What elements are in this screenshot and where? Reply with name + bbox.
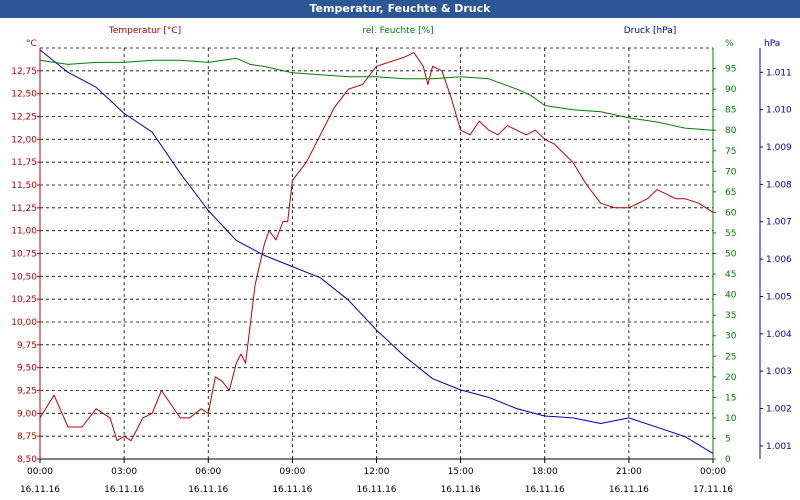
x-tick-label-date: 16.11.16 <box>188 485 228 495</box>
axis-labels: 00:00 16.11.16 03:00 16.11.16 06:00 16.11.16 0… <box>11 26 792 495</box>
humidity-line <box>39 57 714 131</box>
y-tick-label-hum: 5 <box>725 434 731 444</box>
pressure-line <box>39 49 714 454</box>
y-tick-label-temp: 11,75 <box>11 158 37 168</box>
grid <box>40 47 713 460</box>
x-tick-label-time: 21:00 <box>616 467 642 477</box>
y-tick-label-press: 1.007 <box>766 218 792 228</box>
y-tick-label-temp: 10,25 <box>11 295 37 305</box>
y-tick-label-temp: 8,75 <box>17 432 37 442</box>
y-tick-label-press: 1.009 <box>766 143 792 153</box>
y-tick-label-temp: 12,00 <box>11 135 37 145</box>
y-tick-label-temp: 10,50 <box>11 272 37 282</box>
x-tick-label-date: 16.11.16 <box>356 485 396 495</box>
y-tick-label-hum: 40 <box>725 291 737 301</box>
temperature-line <box>39 52 714 442</box>
y-tick-label-temp: 12,25 <box>11 113 37 123</box>
y-tick-label-hum: 20 <box>725 373 737 383</box>
x-tick-label-time: 03:00 <box>111 467 137 477</box>
y-tick-label-press: 1.011 <box>766 68 792 78</box>
x-tick-label-time: 06:00 <box>195 467 221 477</box>
y-tick-label-hum: 10 <box>725 414 737 424</box>
y-tick-label-hum: 75 <box>725 147 736 157</box>
x-tick-label-date: 16.11.16 <box>441 485 481 495</box>
series-lines <box>39 49 714 454</box>
y-tick-label-hum: 60 <box>725 208 737 218</box>
x-tick-label-time: 18:00 <box>532 467 558 477</box>
y-tick-label-hum: 25 <box>725 352 736 362</box>
y-tick-label-press: 1.010 <box>766 106 792 116</box>
x-tick-label-date: 16.11.16 <box>104 485 144 495</box>
series-header-press: Druck [hPa] <box>624 26 677 36</box>
unit-label-hum: % <box>725 39 734 49</box>
y-tick-label-hum: 55 <box>725 229 736 239</box>
chart-title: Temperatur, Feuchte & Druck <box>0 0 800 18</box>
y-tick-label-temp: 9,25 <box>17 387 37 397</box>
x-tick-label-time: 09:00 <box>279 467 305 477</box>
y-tick-label-temp: 12,75 <box>11 67 37 77</box>
y-tick-label-hum: 80 <box>725 126 737 136</box>
axes <box>37 48 763 463</box>
x-tick-label-date: 16.11.16 <box>609 485 649 495</box>
y-tick-label-temp: 11,25 <box>11 204 37 214</box>
y-tick-label-hum: 50 <box>725 250 737 260</box>
y-tick-label-hum: 15 <box>725 393 736 403</box>
chart-area: 00:00 16.11.16 03:00 16.11.16 06:00 16.11.16 0… <box>11 26 792 495</box>
x-tick-label-date: 17.11.16 <box>693 485 733 495</box>
x-tick-label-time: 00:00 <box>27 467 53 477</box>
y-tick-label-press: 1.004 <box>766 330 792 340</box>
y-tick-label-press: 1.008 <box>766 180 792 190</box>
x-tick-label-time: 12:00 <box>364 467 390 477</box>
y-tick-label-press: 1.002 <box>766 405 792 415</box>
y-tick-label-hum: 65 <box>725 188 736 198</box>
y-tick-label-hum: 70 <box>725 167 737 177</box>
y-tick-label-temp: 8,50 <box>17 455 37 465</box>
x-tick-label-date: 16.11.16 <box>272 485 312 495</box>
y-tick-label-hum: 85 <box>725 106 736 116</box>
y-tick-label-press: 1.001 <box>766 442 792 452</box>
series-header-hum: rel. Feuchte [%] <box>362 26 433 36</box>
y-tick-label-hum: 30 <box>725 332 737 342</box>
y-tick-label-temp: 9,00 <box>17 409 37 419</box>
unit-label-press: hPa <box>764 39 780 49</box>
unit-label-temp: °C <box>26 39 37 49</box>
y-tick-label-temp: 11,50 <box>11 181 37 191</box>
y-tick-label-hum: 45 <box>725 270 736 280</box>
y-tick-label-temp: 12,50 <box>11 90 37 100</box>
series-header-temp: Temperatur [°C] <box>108 26 181 36</box>
y-tick-label-press: 1.005 <box>766 292 792 302</box>
y-tick-label-temp: 10,00 <box>11 318 37 328</box>
y-tick-label-hum: 95 <box>725 65 736 75</box>
y-tick-label-hum: 0 <box>725 455 731 465</box>
y-tick-label-hum: 90 <box>725 85 737 95</box>
x-tick-label-time: 15:00 <box>448 467 474 477</box>
y-tick-label-hum: 35 <box>725 311 736 321</box>
y-tick-label-temp: 11,00 <box>11 227 37 237</box>
y-tick-label-press: 1.006 <box>766 255 792 265</box>
x-tick-label-time: 00:00 <box>700 467 726 477</box>
y-tick-label-temp: 10,75 <box>11 250 37 260</box>
y-tick-label-press: 1.003 <box>766 367 792 377</box>
x-tick-label-date: 16.11.16 <box>20 485 60 495</box>
y-tick-label-temp: 9,75 <box>17 341 37 351</box>
x-tick-label-date: 16.11.16 <box>525 485 565 495</box>
y-tick-label-temp: 9,50 <box>17 364 37 374</box>
